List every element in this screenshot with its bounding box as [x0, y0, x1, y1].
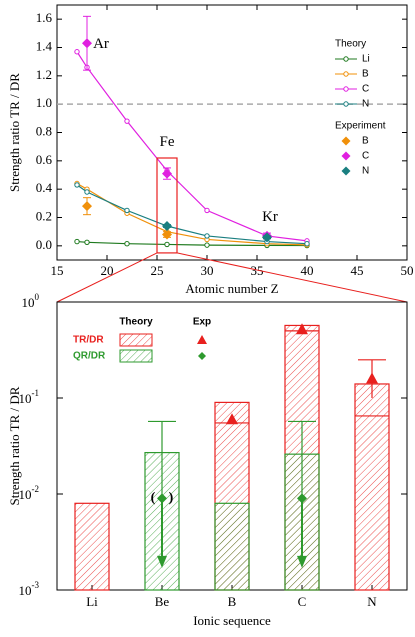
theory-bar: [214, 502, 250, 591]
theory-point: [204, 242, 210, 248]
experiment-point: [157, 493, 167, 504]
x-tick-label: 45: [351, 263, 364, 278]
y-tick-base: 10: [19, 583, 32, 598]
theory-point: [124, 207, 130, 214]
y-tick-label: 1.4: [36, 38, 53, 53]
theory-bar: [354, 383, 390, 591]
limit-arrowhead: [297, 555, 307, 568]
legend-marker: [343, 86, 349, 92]
legend-marker: [197, 335, 207, 344]
y-tick-base: 10: [19, 391, 32, 406]
legend-marker: [341, 136, 351, 146]
theory-point: [84, 239, 90, 245]
x-tick-label: Li: [86, 594, 98, 609]
legend-header: Exp: [193, 317, 211, 328]
legend-title: Theory: [335, 39, 366, 50]
legend-title: Experiment: [335, 121, 386, 132]
experiment-point: [162, 168, 172, 179]
legend-header: Theory: [119, 317, 153, 328]
experiment-point: [82, 38, 92, 49]
theory-bar: [74, 502, 110, 591]
theory-point: [124, 118, 130, 124]
theory-point: [204, 233, 210, 239]
legend-label: B: [362, 136, 369, 147]
y-tick-exponent: 0: [35, 292, 40, 302]
legend-marker: [343, 56, 349, 62]
experiment-point: [226, 413, 238, 425]
y-tick-label: 10-3: [19, 580, 40, 598]
x-tick-label: 50: [401, 263, 414, 278]
legend-label: N: [362, 99, 369, 110]
legend-marker: [343, 71, 349, 77]
experiment-point: [366, 372, 378, 384]
theory-point: [164, 241, 170, 248]
x-axis-label: Atomic number Z: [185, 281, 278, 296]
experiment-point: [262, 232, 272, 243]
x-tick-label: 25: [151, 263, 164, 278]
y-tick-label: 1.6: [36, 10, 53, 25]
y-tick-label: 1.0: [36, 95, 52, 110]
x-tick-label: N: [367, 594, 377, 609]
x-tick-label: C: [298, 594, 307, 609]
y-axis-label: Strength ratio TR / DR: [7, 386, 22, 505]
y-tick-base: 10: [22, 295, 35, 310]
y-tick-base: 10: [19, 487, 32, 502]
legend-label: Li: [362, 54, 370, 65]
x-tick-label: 40: [301, 263, 314, 278]
theory-point: [204, 207, 210, 214]
legend-swatch: [119, 333, 153, 347]
y-tick-label: 0.0: [36, 237, 52, 252]
experiment-point: [162, 229, 172, 240]
x-tick-label: 15: [51, 263, 64, 278]
y-tick-exponent: -3: [32, 580, 40, 590]
theory-point: [74, 182, 80, 188]
zoom-line: [176, 252, 408, 303]
theory-point: [84, 189, 90, 195]
y-tick-exponent: -1: [32, 388, 40, 398]
highlight-box: [156, 157, 178, 254]
experiment-point: [297, 493, 307, 504]
legend-label: TR/DR: [73, 335, 104, 346]
limit-arrowhead: [157, 555, 167, 568]
theory-point: [74, 49, 80, 55]
experiment-point: [162, 221, 172, 231]
legend-label: N: [362, 166, 369, 177]
y-axis-label: Strength ratio TR / DR: [7, 73, 22, 192]
y-tick-label: 0.6: [36, 152, 53, 167]
y-tick-label: 1.2: [36, 67, 52, 82]
legend-label: QR/DR: [73, 351, 106, 362]
y-tick-label: 0.4: [36, 180, 53, 195]
y-tick-label: 10-1: [19, 388, 40, 406]
legend-marker: [343, 101, 349, 107]
x-tick-label: 30: [201, 263, 214, 278]
experiment-point: [296, 323, 308, 335]
legend-marker: [341, 166, 351, 176]
x-tick-label: B: [228, 594, 237, 609]
legend-label: C: [362, 151, 369, 162]
theory-point: [304, 241, 310, 247]
theory-point: [124, 241, 130, 247]
legend-marker: [341, 151, 351, 161]
experiment-point: [82, 201, 92, 212]
zoom-line: [56, 252, 158, 303]
x-axis-label: Ionic sequence: [193, 613, 271, 628]
theory-point: [74, 238, 80, 245]
legend-marker: [198, 352, 206, 360]
legend-swatch: [119, 349, 153, 363]
x-tick-label: Be: [155, 594, 170, 609]
annotation: Kr: [262, 209, 278, 225]
bracket: ): [169, 491, 174, 506]
annotation: Fe: [160, 134, 175, 150]
bracket: (: [151, 491, 156, 506]
y-tick-label: 0.8: [36, 123, 52, 138]
x-tick-label: 20: [101, 263, 114, 278]
annotation: Ar: [93, 36, 109, 52]
y-tick-label: 10-2: [19, 484, 40, 502]
y-tick-label: 100: [22, 292, 40, 310]
legend-label: B: [362, 69, 369, 80]
legend-label: C: [362, 84, 369, 95]
y-tick-label: 0.2: [36, 208, 52, 223]
y-tick-exponent: -2: [32, 484, 40, 494]
